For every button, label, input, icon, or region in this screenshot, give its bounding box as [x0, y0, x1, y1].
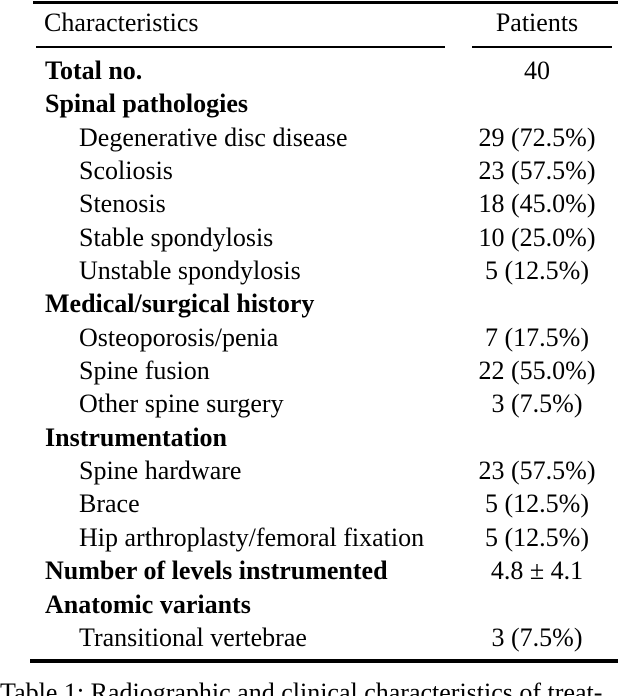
row-value: 40 — [524, 56, 550, 85]
row-label: Scoliosis — [79, 156, 173, 186]
row-value: 23 (57.5%) — [478, 156, 596, 186]
table-bottom-rule — [30, 659, 618, 663]
row-label: Number of levels instrumented — [45, 556, 388, 586]
column-header-characteristics: Characteristics — [44, 8, 199, 37]
table-row: Hip arthroplasty/femoral fixation 5 (12.… — [0, 521, 618, 554]
row-label: Osteoporosis/penia — [79, 322, 279, 352]
row-value: 5 (12.5%) — [485, 489, 589, 519]
row-label: Unstable spondylosis — [79, 256, 301, 286]
table-row: Spine fusion 22 (55.0%) — [0, 354, 618, 387]
table-row: Anatomic variants — [0, 588, 618, 621]
table-row: Stable spondylosis 10 (25.0%) — [0, 221, 618, 254]
table-row: Spinal pathologies — [0, 87, 618, 120]
row-label: Spine fusion — [79, 356, 210, 386]
row-label: Degenerative disc disease — [79, 122, 348, 152]
table-top-rule — [33, 1, 618, 4]
row-value: 7 (17.5%) — [485, 322, 589, 352]
row-label: Medical/surgical history — [45, 289, 315, 319]
table-row: Stenosis 18 (45.0%) — [0, 187, 618, 220]
header-underline-patients — [472, 46, 612, 48]
table-row: Scoliosis 23 (57.5%) — [0, 154, 618, 187]
table-row: Transitional vertebrae 3 (7.5%) — [0, 621, 618, 654]
row-value: 10 (25.0%) — [478, 222, 596, 252]
row-value: 4.8 ± 4.1 — [490, 556, 584, 586]
row-label: Other spine surgery — [79, 389, 284, 419]
table-rows: Total no. 40 Spinal pathologies Degenera… — [0, 54, 618, 654]
table-row: Brace 5 (12.5%) — [0, 487, 618, 520]
header-underline-characteristics — [36, 46, 445, 48]
row-label: Instrumentation — [45, 422, 228, 452]
row-label: Stenosis — [79, 189, 166, 219]
row-value: 29 (72.5%) — [478, 122, 596, 152]
row-value: 18 (45.0%) — [478, 189, 596, 219]
row-label: Spinal pathologies — [45, 89, 249, 119]
table-row: Degenerative disc disease 29 (72.5%) — [0, 121, 618, 154]
table-row: Total no. 40 — [0, 54, 618, 87]
table-caption: Table 1: Radiographic and clinical chara… — [0, 678, 603, 696]
row-label: Total no. — [45, 56, 143, 85]
row-label: Stable spondylosis — [79, 222, 274, 252]
row-label: Hip arthroplasty/femoral fixation — [79, 522, 425, 552]
table-row: Number of levels instrumented 4.8 ± 4.1 — [0, 554, 618, 587]
table-row: Unstable spondylosis 5 (12.5%) — [0, 254, 618, 287]
row-value: 3 (7.5%) — [491, 389, 583, 419]
row-value: 5 (12.5%) — [485, 522, 589, 552]
table-row: Medical/surgical history — [0, 287, 618, 320]
row-value: 22 (55.0%) — [478, 356, 596, 386]
row-value: 23 (57.5%) — [478, 456, 596, 486]
row-label: Brace — [79, 489, 140, 519]
table-header-row: Characteristics Patients — [0, 6, 618, 40]
row-label: Transitional vertebrae — [79, 622, 307, 652]
table-row: Instrumentation — [0, 421, 618, 454]
column-header-patients: Patients — [495, 8, 579, 37]
row-label: Anatomic variants — [45, 589, 251, 619]
table-row: Osteoporosis/penia 7 (17.5%) — [0, 321, 618, 354]
table-row: Other spine surgery 3 (7.5%) — [0, 387, 618, 420]
row-label: Spine hardware — [79, 456, 242, 486]
table-row: Spine hardware 23 (57.5%) — [0, 454, 618, 487]
row-value: 5 (12.5%) — [485, 256, 589, 286]
row-value: 3 (7.5%) — [491, 622, 583, 652]
